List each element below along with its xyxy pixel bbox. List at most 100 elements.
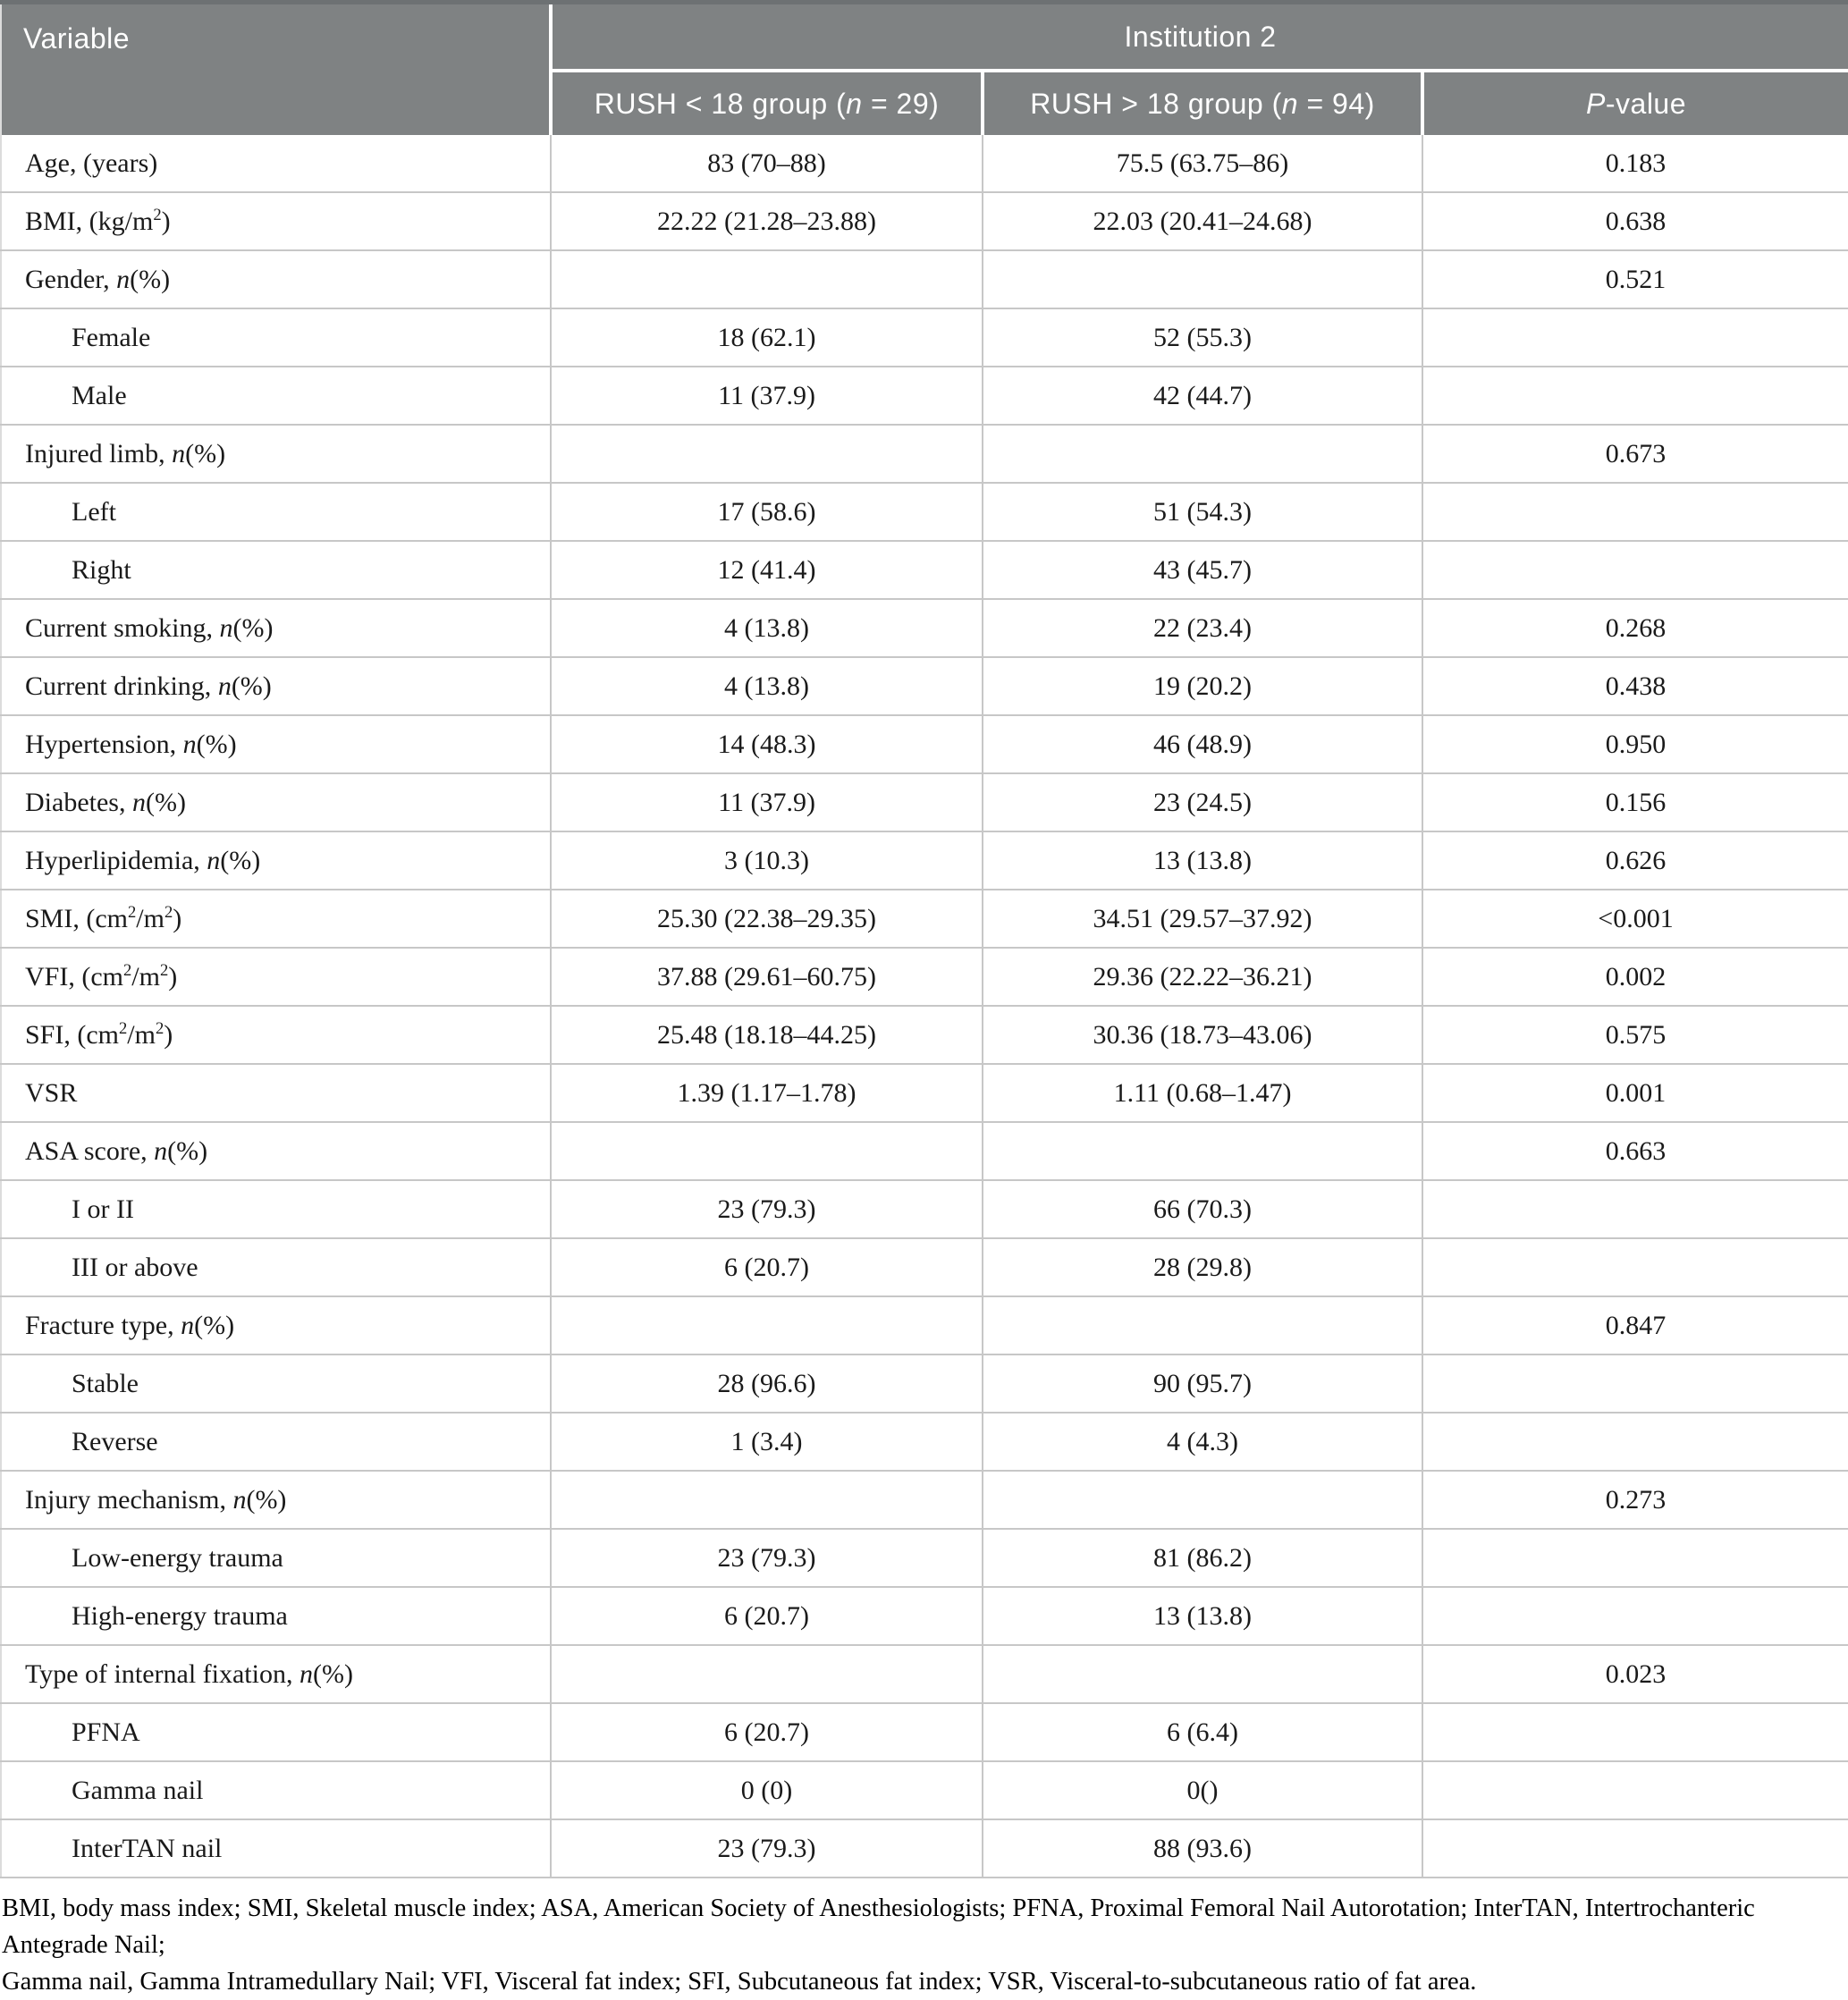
row-label: InterTAN nail (1, 1819, 551, 1878)
group1-value: 0 (0) (550, 1760, 983, 1819)
group1-value: 6 (20.7) (550, 1702, 983, 1761)
group1-value: 23 (79.3) (550, 1179, 983, 1238)
group1-value: 11 (37.9) (550, 772, 983, 831)
group2-value: 34.51 (29.57–37.92) (982, 889, 1422, 948)
row-label: Type of internal fixation, n(%) (1, 1644, 551, 1703)
group2-value: 0() (982, 1760, 1422, 1819)
row-label: Age, (years) (1, 135, 551, 192)
group2-value: 81 (86.2) (982, 1528, 1422, 1587)
group2-value: 30.36 (18.73–43.06) (982, 1005, 1422, 1064)
footnote: BMI, body mass index; SMI, Skeletal musc… (2, 1890, 1848, 2000)
group1-value (550, 1644, 983, 1703)
table-row: Stable 28 (96.6) 90 (95.7) (1, 1354, 1848, 1413)
group1-value: 83 (70–88) (550, 135, 983, 192)
p-value (1421, 1354, 1848, 1413)
group2-value: 90 (95.7) (982, 1354, 1422, 1413)
row-label: ASA score, n(%) (1, 1121, 551, 1180)
table-row: VSR 1.39 (1.17–1.78) 1.11 (0.68–1.47) 0.… (1, 1063, 1848, 1122)
table-row: InterTAN nail 23 (79.3) 88 (93.6) (1, 1819, 1848, 1878)
table-row: PFNA 6 (20.7) 6 (6.4) (1, 1702, 1848, 1761)
table-row: Gender, n(%) 0.521 (1, 249, 1848, 308)
table-row: Injury mechanism, n(%) 0.273 (1, 1470, 1848, 1529)
variable-column-header: Variable (1, 2, 553, 135)
group1-value: 4 (13.8) (550, 656, 983, 715)
p-value: 0.626 (1421, 831, 1848, 890)
group2-value: 66 (70.3) (982, 1179, 1422, 1238)
p-value (1421, 1412, 1848, 1471)
row-label: High-energy trauma (1, 1586, 551, 1645)
group1-value: 1 (3.4) (550, 1412, 983, 1471)
group1-value: 3 (10.3) (550, 831, 983, 890)
table-row: BMI, (kg/m2) 22.22 (21.28–23.88) 22.03 (… (1, 191, 1848, 250)
characteristics-table: Variable Institution 2 RUSH < 18 group (… (0, 0, 1848, 1878)
p-value (1421, 1760, 1848, 1819)
group1-value: 6 (20.7) (550, 1586, 983, 1645)
p-value: 0.001 (1421, 1063, 1848, 1122)
group1-value (550, 1295, 983, 1354)
row-label: III or above (1, 1237, 551, 1296)
table-row: Male 11 (37.9) 42 (44.7) (1, 366, 1848, 425)
table-row: Injured limb, n(%) 0.673 (1, 424, 1848, 483)
group1-value: 23 (79.3) (550, 1528, 983, 1587)
p-value (1421, 1237, 1848, 1296)
row-label: Female (1, 308, 551, 367)
table-row: High-energy trauma 6 (20.7) 13 (13.8) (1, 1586, 1848, 1645)
group2-value: 42 (44.7) (982, 366, 1422, 425)
group2-value: 13 (13.8) (982, 1586, 1422, 1645)
row-label: Right (1, 540, 551, 599)
table-row: SFI, (cm2/m2) 25.48 (18.18–44.25) 30.36 … (1, 1005, 1848, 1064)
row-label: SMI, (cm2/m2) (1, 889, 551, 948)
row-label: BMI, (kg/m2) (1, 191, 551, 250)
group1-column-header: RUSH < 18 group (n = 29) (551, 71, 983, 135)
row-label: Stable (1, 1354, 551, 1413)
group1-value: 37.88 (29.61–60.75) (550, 947, 983, 1006)
p-value: 0.023 (1421, 1644, 1848, 1703)
group2-value (982, 1121, 1422, 1180)
group2-value: 51 (54.3) (982, 482, 1422, 541)
group1-value: 18 (62.1) (550, 308, 983, 367)
row-label: Diabetes, n(%) (1, 772, 551, 831)
group2-value: 13 (13.8) (982, 831, 1422, 890)
group2-value: 75.5 (63.75–86) (982, 135, 1422, 192)
row-label: Injury mechanism, n(%) (1, 1470, 551, 1529)
group2-value (982, 1295, 1422, 1354)
group1-value (550, 424, 983, 483)
p-value: 0.268 (1421, 598, 1848, 657)
p-value: 0.950 (1421, 714, 1848, 773)
p-value: 0.438 (1421, 656, 1848, 715)
row-label: PFNA (1, 1702, 551, 1761)
row-label: VSR (1, 1063, 551, 1122)
group2-value (982, 249, 1422, 308)
group1-value (550, 1470, 983, 1529)
institution-header: Institution 2 (551, 2, 1848, 72)
p-value: 0.002 (1421, 947, 1848, 1006)
footnote-line-2: Gamma nail, Gamma Intramedullary Nail; V… (2, 1968, 1477, 1996)
group1-value: 22.22 (21.28–23.88) (550, 191, 983, 250)
p-value (1421, 1179, 1848, 1238)
group1-value (550, 1121, 983, 1180)
table-row: Hyperlipidemia, n(%) 3 (10.3) 13 (13.8) … (1, 831, 1848, 890)
table-row: Current drinking, n(%) 4 (13.8) 19 (20.2… (1, 656, 1848, 715)
p-value: 0.521 (1421, 249, 1848, 308)
table-row: Fracture type, n(%) 0.847 (1, 1295, 1848, 1354)
group1-value: 28 (96.6) (550, 1354, 983, 1413)
group2-value: 46 (48.9) (982, 714, 1422, 773)
row-label: Gamma nail (1, 1760, 551, 1819)
table-row: SMI, (cm2/m2) 25.30 (22.38–29.35) 34.51 … (1, 889, 1848, 948)
row-label: Current smoking, n(%) (1, 598, 551, 657)
group2-value: 43 (45.7) (982, 540, 1422, 599)
p-value: 0.575 (1421, 1005, 1848, 1064)
table-row: Low-energy trauma 23 (79.3) 81 (86.2) (1, 1528, 1848, 1587)
group2-value: 6 (6.4) (982, 1702, 1422, 1761)
row-label: I or II (1, 1179, 551, 1238)
group1-value: 14 (48.3) (550, 714, 983, 773)
group1-value (550, 249, 983, 308)
group2-value: 28 (29.8) (982, 1237, 1422, 1296)
table-row: Right 12 (41.4) 43 (45.7) (1, 540, 1848, 599)
group1-value: 25.48 (18.18–44.25) (550, 1005, 983, 1064)
row-label: Hyperlipidemia, n(%) (1, 831, 551, 890)
row-label: Gender, n(%) (1, 249, 551, 308)
group1-value: 6 (20.7) (550, 1237, 983, 1296)
row-label: Fracture type, n(%) (1, 1295, 551, 1354)
group2-value: 22.03 (20.41–24.68) (982, 191, 1422, 250)
